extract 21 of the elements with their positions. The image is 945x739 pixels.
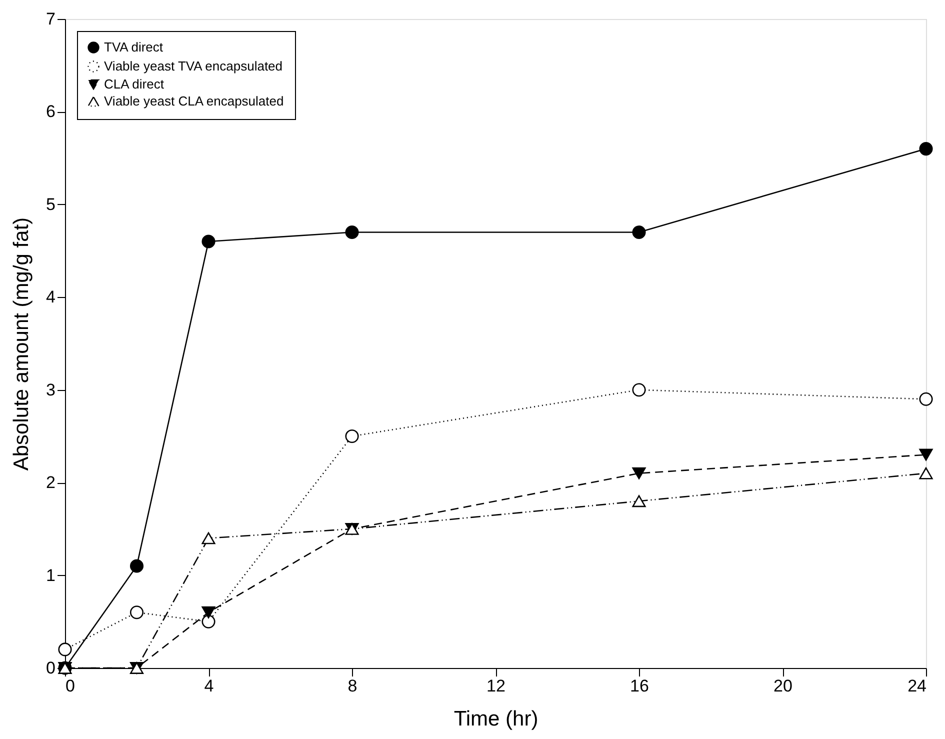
y-tick-label: 2 bbox=[46, 473, 56, 492]
x-tick-label: 16 bbox=[630, 676, 649, 696]
y-tick-label: 1 bbox=[46, 566, 56, 585]
legend-label: Viable yeast CLA encapsulated bbox=[104, 94, 284, 108]
legend-label: CLA direct bbox=[104, 76, 164, 92]
y-tick-label: 4 bbox=[46, 288, 56, 307]
x-tick-label: 24 bbox=[908, 676, 926, 696]
y-tick-label: 7 bbox=[46, 10, 56, 28]
y-tick-label: 3 bbox=[46, 380, 56, 400]
x-tick-label: 4 bbox=[204, 676, 214, 696]
y-tick-label: 0 bbox=[46, 658, 56, 678]
x-axis-title: Time (hr) bbox=[454, 708, 538, 730]
y-axis-title: Absolute amount (mg/g fat) bbox=[10, 217, 34, 471]
legend-label: Viable yeast TVA encapsulated bbox=[104, 58, 283, 74]
x-tick-label: 0 bbox=[66, 676, 75, 696]
y-tick-label: 5 bbox=[46, 194, 56, 214]
x-tick-label: 20 bbox=[774, 676, 792, 696]
legend-label: TVA direct bbox=[104, 40, 164, 54]
x-tick-label: 8 bbox=[348, 676, 358, 696]
x-tick-label: 12 bbox=[486, 676, 506, 696]
y-tick-label: 6 bbox=[46, 102, 56, 122]
